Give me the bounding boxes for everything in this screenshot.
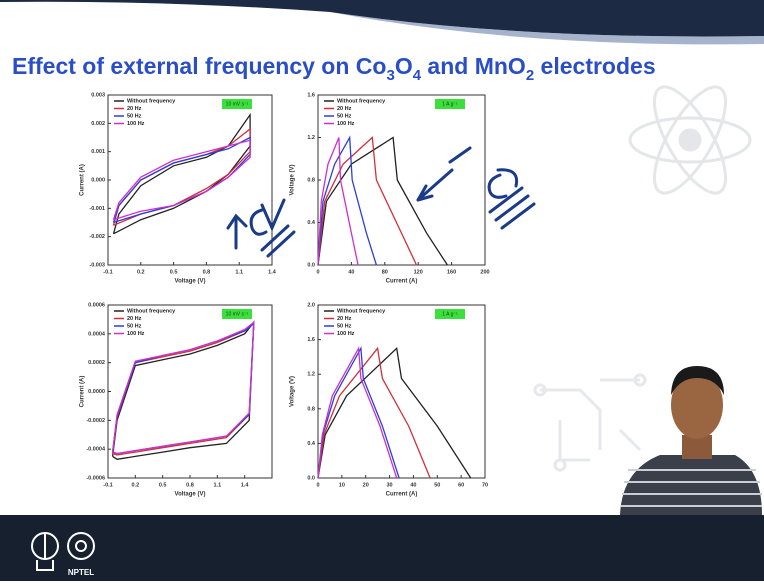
- x-tick-label: -0.1: [103, 482, 112, 488]
- y-tick-label: 1.6: [307, 337, 315, 343]
- annotation: 10 mV s⁻¹: [226, 311, 249, 317]
- title-part: O: [395, 53, 413, 79]
- x-axis-title: Voltage (V): [175, 279, 206, 285]
- x-tick-label: 0.2: [132, 482, 140, 488]
- y-tick-label: 0.8: [307, 177, 315, 183]
- y-tick-label: 0.003: [91, 92, 105, 98]
- legend-label: 100 Hz: [337, 331, 355, 337]
- x-axis-title: Current (A): [386, 492, 418, 498]
- legend-label: 100 Hz: [127, 121, 145, 127]
- x-tick-label: 40: [348, 269, 354, 275]
- title-part: and MnO: [421, 53, 526, 79]
- legend-label: Without frequency: [127, 98, 176, 104]
- chart: 0.0 0.4 0.8 1.2 1.6 0 40 80 120 160 200 Current (A)…: [290, 92, 490, 284]
- x-tick-label: 0.5: [170, 269, 178, 275]
- y-tick-label: 1.2: [307, 135, 315, 141]
- x-tick-label: 70: [482, 482, 488, 488]
- x-tick-label: 60: [458, 482, 464, 488]
- legend-label: Without frequency: [337, 308, 386, 314]
- legend-label: 20 Hz: [337, 316, 352, 322]
- y-tick-label: -0.0002: [86, 418, 105, 424]
- y-tick-label: 0.0: [307, 262, 315, 268]
- y-tick-label: -0.001: [89, 206, 105, 212]
- x-tick-label: 1.4: [268, 269, 277, 275]
- y-axis-title: Voltage (V): [290, 165, 296, 196]
- title-part: 3: [386, 67, 394, 84]
- x-tick-label: 0: [316, 482, 319, 488]
- legend-label: 100 Hz: [337, 121, 355, 127]
- y-tick-label: 0.4: [307, 220, 316, 226]
- y-tick-label: -0.002: [89, 234, 105, 240]
- x-tick-label: 1.1: [235, 269, 243, 275]
- y-tick-label: 0.8: [307, 406, 315, 412]
- y-tick-label: 0.4: [307, 441, 316, 447]
- y-tick-label: 0.002: [91, 121, 105, 127]
- legend-label: 50 Hz: [337, 113, 352, 119]
- x-axis-title: Voltage (V): [175, 492, 206, 498]
- title-part: 2: [526, 67, 534, 84]
- y-tick-label: 0.0000: [88, 389, 105, 395]
- legend-label: 20 Hz: [127, 316, 142, 322]
- x-tick-label: -0.1: [103, 269, 112, 275]
- x-tick-label: 0.8: [186, 482, 194, 488]
- y-tick-label: -0.003: [89, 262, 105, 268]
- legend-label: 20 Hz: [337, 106, 352, 112]
- y-tick-label: 1.6: [307, 92, 315, 98]
- x-tick-label: 120: [414, 269, 423, 275]
- legend-label: Without frequency: [127, 308, 176, 314]
- chart: -0.0006 -0.0004 -0.0002 0.0000 0.0002 0.0004 0…: [80, 302, 272, 497]
- y-axis-title: Voltage (V): [290, 376, 296, 407]
- y-tick-label: 0.0: [307, 475, 315, 481]
- annotation: 10 mV s⁻¹: [226, 101, 249, 107]
- x-tick-label: 0.5: [159, 482, 167, 488]
- annotation: 1 A g⁻¹: [442, 101, 458, 107]
- legend-label: Without frequency: [337, 98, 386, 104]
- legend-label: 20 Hz: [127, 106, 142, 112]
- x-tick-label: 30: [387, 482, 393, 488]
- x-axis-title: Current (A): [386, 279, 418, 285]
- x-tick-label: 1.1: [214, 482, 222, 488]
- footer-bar: [0, 515, 764, 581]
- x-tick-label: 40: [410, 482, 416, 488]
- y-tick-label: 0.001: [91, 149, 105, 155]
- y-tick-label: -0.0006: [86, 475, 105, 481]
- legend-label: 50 Hz: [127, 113, 142, 119]
- y-axis-title: Current (A): [80, 376, 86, 408]
- legend-label: 50 Hz: [337, 323, 352, 329]
- title-part: electrodes: [534, 53, 655, 79]
- x-tick-label: 0.8: [203, 269, 211, 275]
- chart: -0.003 -0.002 -0.001 0.000 0.001 0.002 0.003 -0…: [80, 92, 277, 284]
- y-tick-label: 0.000: [91, 177, 105, 183]
- x-tick-label: 80: [382, 269, 388, 275]
- slide: Effect of external frequency on Co3O4 an…: [0, 0, 764, 581]
- x-tick-label: 50: [434, 482, 440, 488]
- y-tick-label: 1.2: [307, 372, 315, 378]
- y-tick-label: 2.0: [307, 302, 315, 308]
- y-tick-label: -0.0004: [86, 447, 106, 453]
- y-axis-title: Current (A): [80, 164, 86, 196]
- x-tick-label: 20: [363, 482, 369, 488]
- x-tick-label: 200: [480, 269, 489, 275]
- logo-text: NPTEL: [68, 568, 94, 577]
- x-tick-label: 0.2: [137, 269, 145, 275]
- legend-label: 100 Hz: [127, 331, 145, 337]
- x-tick-label: 10: [339, 482, 345, 488]
- x-tick-label: 0: [316, 269, 319, 275]
- y-tick-label: 0.0002: [88, 360, 105, 366]
- y-tick-label: 0.0004: [88, 331, 106, 337]
- x-tick-label: 1.4: [241, 482, 250, 488]
- legend-label: 50 Hz: [127, 323, 142, 329]
- y-tick-label: 0.0006: [88, 302, 105, 308]
- annotation: 1 A g⁻¹: [442, 311, 458, 317]
- x-tick-label: 160: [447, 269, 456, 275]
- title-part: Effect of external frequency on Co: [12, 53, 386, 79]
- chart: 0.0 0.4 0.8 1.2 1.6 2.0 0 10 20 30 40 50 60 70 Current…: [290, 302, 488, 497]
